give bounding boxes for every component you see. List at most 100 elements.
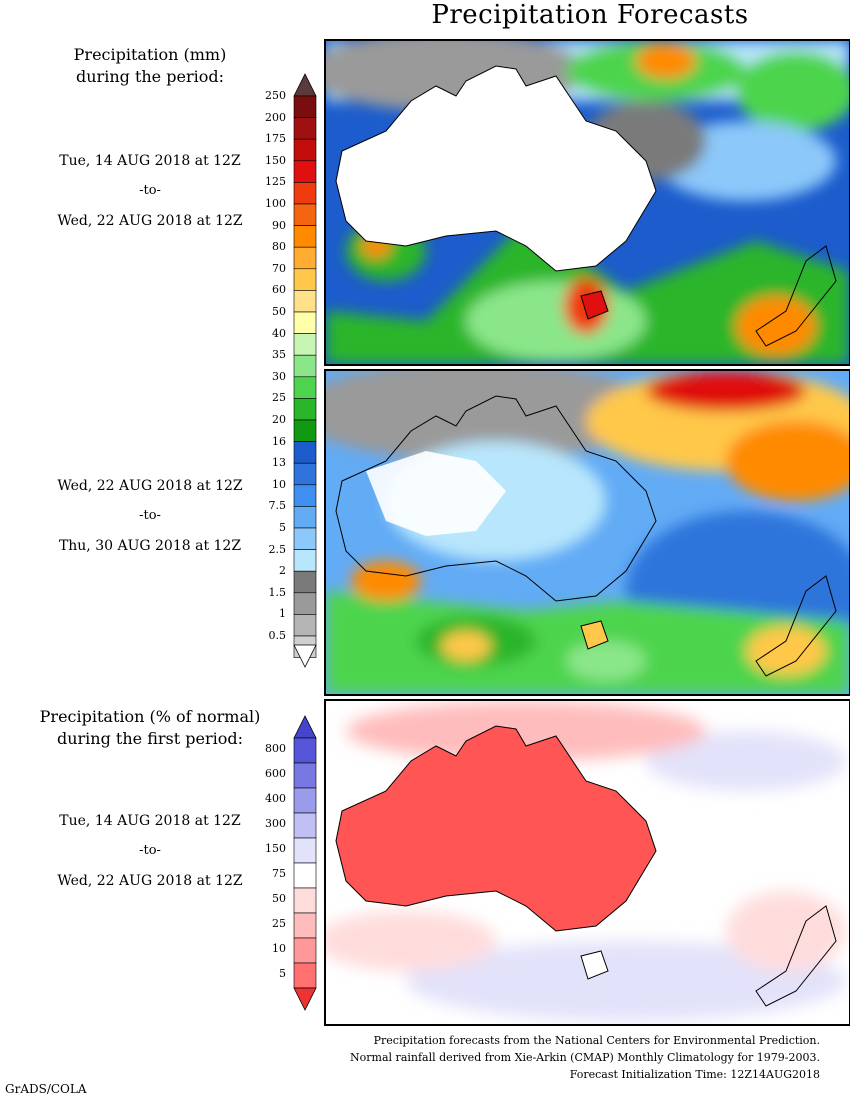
mm-legend-heading-line1: Precipitation (mm) [73,45,227,64]
colorbar-swatch [293,268,317,291]
map-panel-period1 [324,39,850,366]
map-panel-period2 [324,369,850,696]
colorbar-swatch [293,333,317,356]
colorbar-swatch [293,354,317,378]
tasmania-landmass [580,950,609,980]
colorbar-tick-label: 13 [272,456,286,470]
colorbar-swatch [293,862,317,889]
period2-start: Wed, 22 AUG 2018 at 12Z [57,478,243,494]
map-panel-percent-normal [324,699,850,1026]
period3-block: Tue, 14 AUG 2018 at 12Z -to- Wed, 22 AUG… [0,810,300,892]
colorbar-tick-label: 35 [272,348,286,362]
period1-start: Tue, 14 AUG 2018 at 12Z [59,153,241,169]
colorbar-tick-label: 50 [272,305,286,318]
colorbar-swatch [293,419,317,442]
colorbar-swatch [293,762,317,789]
software-credit: GrADS/COLA [5,1082,87,1096]
period1-end: Wed, 22 AUG 2018 at 12Z [57,213,243,229]
colorbar-swatch [293,462,317,486]
colorbar-swatch [293,570,317,594]
colorbar-swatch [293,311,317,334]
colorbar-tick-label: 150 [265,842,286,855]
period3-to: -to- [139,843,161,858]
pct-legend-heading: Precipitation (% of normal) during the f… [0,706,300,750]
pct-colorbar-bottom-arrow [293,987,317,1011]
colorbar-tick-label: 600 [265,767,286,780]
percent-normal-map [326,701,849,1024]
colorbar-swatch [293,837,317,864]
pct-colorbar-top-arrow [293,715,317,739]
colorbar-swatch [293,484,317,507]
colorbar-swatch [293,962,317,989]
colorbar-swatch [293,787,317,814]
australia-landmass [335,725,657,932]
colorbar-swatch [293,398,317,421]
colorbar-swatch [293,506,317,529]
colorbar-swatch [293,549,317,572]
tasmania-landmass [580,620,609,650]
colorbar-tick-label: 90 [272,218,286,232]
colorbar-tick-label: 30 [272,369,286,383]
colorbar-tick-label: 0.5 [268,629,287,642]
mm-colorbar [293,73,317,668]
pct-colorbar [293,715,317,1011]
colorbar-tick-label: 1 [279,607,286,621]
colorbar-tick-label: 40 [272,326,286,340]
dry-interior-area [366,451,506,536]
colorbar-swatch [293,614,317,637]
colorbar-swatch [293,737,317,764]
footer-line1: Precipitation forecasts from the Nationa… [373,1034,820,1047]
colorbar-tick-label: 150 [265,153,286,167]
period2-to: -to- [139,508,161,523]
footer-line3: Forecast Initialization Time: 12Z14AUG20… [569,1068,820,1081]
colorbar-tick-label: 1.5 [268,585,287,599]
colorbar-tick-label: 10 [272,942,286,955]
period3-start: Tue, 14 AUG 2018 at 12Z [59,813,241,829]
colorbar-swatch [293,527,317,550]
colorbar-tick-label: 5 [279,521,286,534]
colorbar-tick-label: 16 [272,434,286,448]
colorbar-tick-label: 125 [265,175,286,189]
new-zealand-outline [755,575,837,677]
colorbar-swatch [293,441,317,464]
colorbar-swatch [293,290,317,313]
pct-legend-heading-line1: Precipitation (% of normal) [39,707,261,726]
new-zealand-outline [755,905,837,1007]
colorbar-tick-label: 5 [279,967,286,980]
pct-legend-heading-line2: during the first period: [56,729,244,748]
colorbar-tick-label: 70 [272,261,286,275]
colorbar-tick-label: 250 [265,89,286,102]
colorbar-tick-label: 300 [265,817,286,830]
colorbar-tick-label: 25 [272,391,286,405]
colorbar-swatch [293,117,317,140]
page-title: Precipitation Forecasts [431,0,749,30]
colorbar-tick-label: 60 [272,283,286,297]
colorbar-tick-label: 20 [272,413,286,426]
colorbar-tick-label: 100 [265,197,286,210]
colorbar-tick-label: 2.5 [268,542,287,556]
colorbar-tick-label: 400 [265,792,286,805]
colorbar-swatch [293,203,317,226]
mm-legend-heading: Precipitation (mm) during the period: [0,44,300,88]
colorbar-swatch [293,937,317,964]
mm-colorbar-top-arrow [293,73,317,97]
colorbar-tick-label: 200 [265,110,286,124]
period3-end: Wed, 22 AUG 2018 at 12Z [57,873,243,889]
period2-block: Wed, 22 AUG 2018 at 12Z -to- Thu, 30 AUG… [0,475,300,557]
colorbar-tick-label: 50 [272,892,286,905]
colorbar-tick-label: 7.5 [268,499,287,513]
colorbar-swatch [293,225,317,248]
colorbar-swatch [293,912,317,939]
colorbar-swatch [293,160,317,183]
colorbar-tick-label: 175 [265,132,286,146]
period1-block: Tue, 14 AUG 2018 at 12Z -to- Wed, 22 AUG… [0,150,300,232]
precip-map-period1 [326,41,849,364]
footer-line2: Normal rainfall derived from Xie-Arkin (… [350,1051,820,1064]
colorbar-swatch [293,95,317,118]
colorbar-swatch [293,246,317,270]
colorbar-tick-label: 75 [272,867,286,880]
new-zealand-outline [755,245,837,347]
colorbar-swatch [293,812,317,839]
colorbar-swatch [293,138,317,162]
tasmania-landmass [580,290,609,320]
